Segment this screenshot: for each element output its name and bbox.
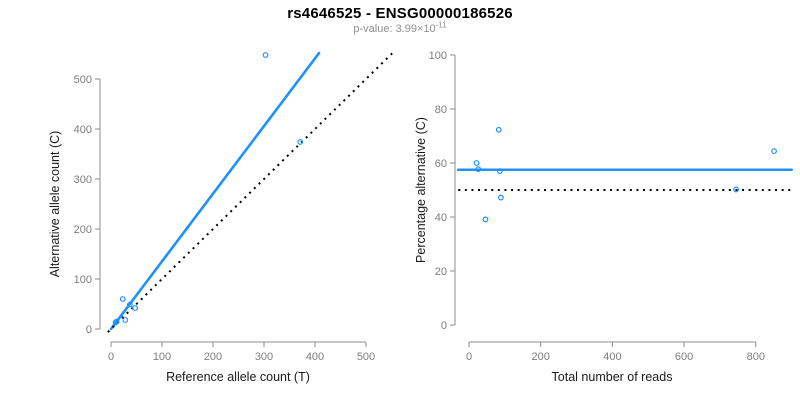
x-tick-label: 100 xyxy=(153,351,171,363)
y-tick-label: 60 xyxy=(435,158,447,170)
y-tick-label: 100 xyxy=(74,274,92,286)
x-axis-title: Total number of reads xyxy=(552,370,673,384)
y-tick-label: 400 xyxy=(74,124,92,136)
p-value-label: p-value: 3.99×10-11 xyxy=(0,20,800,35)
x-tick-label: 0 xyxy=(108,351,114,363)
p-value-exponent: -11 xyxy=(435,20,447,30)
x-tick-label: 500 xyxy=(357,351,375,363)
x-tick-label: 600 xyxy=(675,351,693,363)
data-point xyxy=(495,126,502,133)
data-point xyxy=(262,52,269,58)
y-tick-label: 500 xyxy=(74,74,92,86)
data-point xyxy=(112,319,119,326)
x-axis-title: Reference allele count (T) xyxy=(166,370,310,384)
data-point xyxy=(126,301,133,308)
left-plot: 0 100 200 300 400 500 0 100 200 300 400 500 Referenc… xyxy=(48,51,394,384)
y-tick-label: 100 xyxy=(429,50,447,62)
identity-line xyxy=(107,51,394,333)
data-point xyxy=(122,317,129,323)
y-axis-title: Alternative allele count (C) xyxy=(48,131,62,278)
y-tick-label: 0 xyxy=(86,324,92,336)
data-point xyxy=(733,186,739,193)
y-tick-label: 0 xyxy=(441,320,447,332)
right-plot: 0 200 400 600 800 0 20 40 60 80 100 Total number of… xyxy=(414,50,793,384)
data-point xyxy=(475,166,482,173)
p-value-text: p-value: 3.99×10 xyxy=(353,23,436,35)
y-tick-label: 20 xyxy=(435,266,447,278)
x-tick-label: 300 xyxy=(255,351,273,363)
data-point xyxy=(496,168,503,175)
x-tick-label: 800 xyxy=(747,351,765,363)
y-tick-label: 300 xyxy=(74,174,92,186)
data-point xyxy=(498,194,504,201)
data-point xyxy=(132,305,138,311)
x-tick-label: 200 xyxy=(532,351,550,363)
y-tick-label: 40 xyxy=(435,212,447,224)
y-axis-title: Percentage alternative (C) xyxy=(414,117,428,263)
x-tick-label: 0 xyxy=(466,351,472,363)
y-tick-label: 80 xyxy=(435,104,447,116)
data-point xyxy=(113,318,120,325)
data-point xyxy=(771,148,777,155)
figure-title: rs4646525 - ENSG00000186526 xyxy=(287,5,513,22)
x-tick-label: 400 xyxy=(603,351,621,363)
y-tick-label: 200 xyxy=(74,224,92,236)
data-point xyxy=(473,160,480,166)
data-point xyxy=(297,139,304,145)
fitted-allelic-ratio-line xyxy=(109,51,321,331)
data-point xyxy=(482,216,489,223)
data-point xyxy=(119,296,126,302)
x-tick-label: 200 xyxy=(204,351,222,363)
x-tick-label: 400 xyxy=(306,351,324,363)
